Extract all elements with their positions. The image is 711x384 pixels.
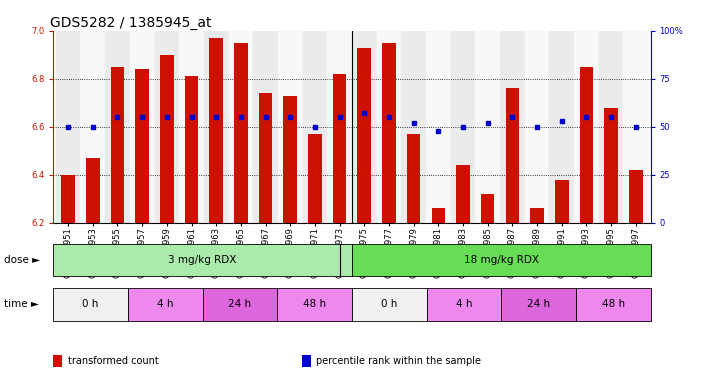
Bar — [427, 288, 501, 321]
Bar — [185, 76, 198, 223]
Bar — [210, 38, 223, 223]
Bar — [135, 69, 149, 223]
Bar — [481, 194, 494, 223]
Bar — [53, 288, 128, 321]
Text: 24 h: 24 h — [228, 299, 252, 310]
Bar — [61, 175, 75, 223]
Text: 3 mg/kg RDX: 3 mg/kg RDX — [169, 255, 237, 265]
Bar — [352, 244, 651, 276]
Bar — [599, 31, 624, 223]
Bar — [401, 31, 426, 223]
Bar — [284, 96, 297, 223]
Bar — [624, 31, 648, 223]
Bar — [327, 31, 352, 223]
Bar — [333, 74, 346, 223]
Bar — [53, 244, 352, 276]
Bar — [352, 288, 427, 321]
Bar — [576, 288, 651, 321]
Bar — [604, 108, 618, 223]
Bar — [530, 209, 544, 223]
Bar — [555, 180, 569, 223]
Bar — [352, 31, 377, 223]
Bar — [451, 31, 476, 223]
Bar — [550, 31, 574, 223]
Bar — [278, 31, 303, 223]
Bar — [259, 93, 272, 223]
Bar — [179, 31, 204, 223]
Bar — [204, 31, 228, 223]
Text: percentile rank within the sample: percentile rank within the sample — [316, 356, 481, 366]
Bar — [130, 31, 154, 223]
Bar — [383, 43, 396, 223]
Text: 48 h: 48 h — [602, 299, 625, 310]
Text: transformed count: transformed count — [68, 356, 159, 366]
Bar — [407, 134, 420, 223]
Text: 4 h: 4 h — [456, 299, 472, 310]
Bar — [501, 288, 576, 321]
Bar — [456, 165, 470, 223]
Text: 0 h: 0 h — [82, 299, 99, 310]
Text: GDS5282 / 1385945_at: GDS5282 / 1385945_at — [50, 16, 212, 30]
Bar — [432, 209, 445, 223]
Bar — [629, 170, 643, 223]
Bar — [574, 31, 599, 223]
Bar — [55, 31, 80, 223]
Bar — [303, 31, 327, 223]
Bar — [506, 88, 519, 223]
Bar — [253, 31, 278, 223]
Bar — [525, 31, 550, 223]
Bar — [500, 31, 525, 223]
Bar — [203, 288, 277, 321]
Text: 4 h: 4 h — [157, 299, 173, 310]
Bar — [128, 288, 203, 321]
Bar — [80, 31, 105, 223]
Bar — [234, 43, 247, 223]
Text: time ►: time ► — [4, 299, 38, 310]
Bar — [111, 67, 124, 223]
Bar — [579, 67, 593, 223]
Text: 24 h: 24 h — [527, 299, 550, 310]
Bar — [228, 31, 253, 223]
Bar — [476, 31, 500, 223]
Bar — [160, 55, 173, 223]
Bar — [426, 31, 451, 223]
Text: 48 h: 48 h — [303, 299, 326, 310]
Bar — [86, 158, 100, 223]
Bar — [154, 31, 179, 223]
Bar — [105, 31, 130, 223]
Text: 18 mg/kg RDX: 18 mg/kg RDX — [464, 255, 539, 265]
Bar — [308, 134, 321, 223]
Bar — [358, 48, 371, 223]
Text: dose ►: dose ► — [4, 255, 40, 265]
Bar — [277, 288, 352, 321]
Text: 0 h: 0 h — [381, 299, 397, 310]
Bar — [377, 31, 401, 223]
